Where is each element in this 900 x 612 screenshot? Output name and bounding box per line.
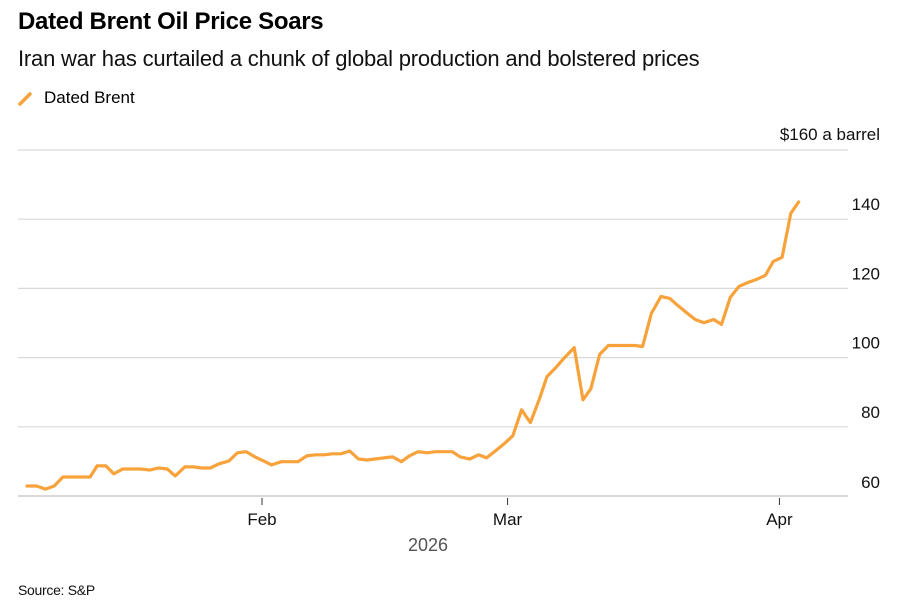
chart-title: Dated Brent Oil Price Soars <box>18 8 324 35</box>
y-tick-label: 80 <box>861 403 880 422</box>
x-tick-label: Apr <box>766 510 793 529</box>
series-line-dated-brent <box>25 200 801 491</box>
legend-label: Dated Brent <box>44 88 135 107</box>
source-note: Source: S&P <box>18 582 95 598</box>
legend: Dated Brent <box>18 88 135 108</box>
y-axis-ticks: 60 80 100 120 140 $160 a barrel <box>780 125 880 492</box>
chart-subtitle: Iran war has curtailed a chunk of global… <box>18 46 700 71</box>
y-tick-label: 100 <box>852 334 880 353</box>
x-axis-ticks: Feb Mar Apr <box>247 498 793 529</box>
y-tick-label: 140 <box>852 195 880 214</box>
grid-lines <box>18 149 848 497</box>
legend-swatch-icon <box>18 92 32 106</box>
y-tick-label: 120 <box>852 264 880 283</box>
x-tick-label: Mar <box>493 510 523 529</box>
series-points <box>27 0 844 489</box>
y-tick-label: $160 a barrel <box>780 125 880 144</box>
y-tick-label: 60 <box>861 473 880 492</box>
x-axis-label: 2026 <box>408 535 448 555</box>
x-tick-label: Feb <box>247 510 276 529</box>
